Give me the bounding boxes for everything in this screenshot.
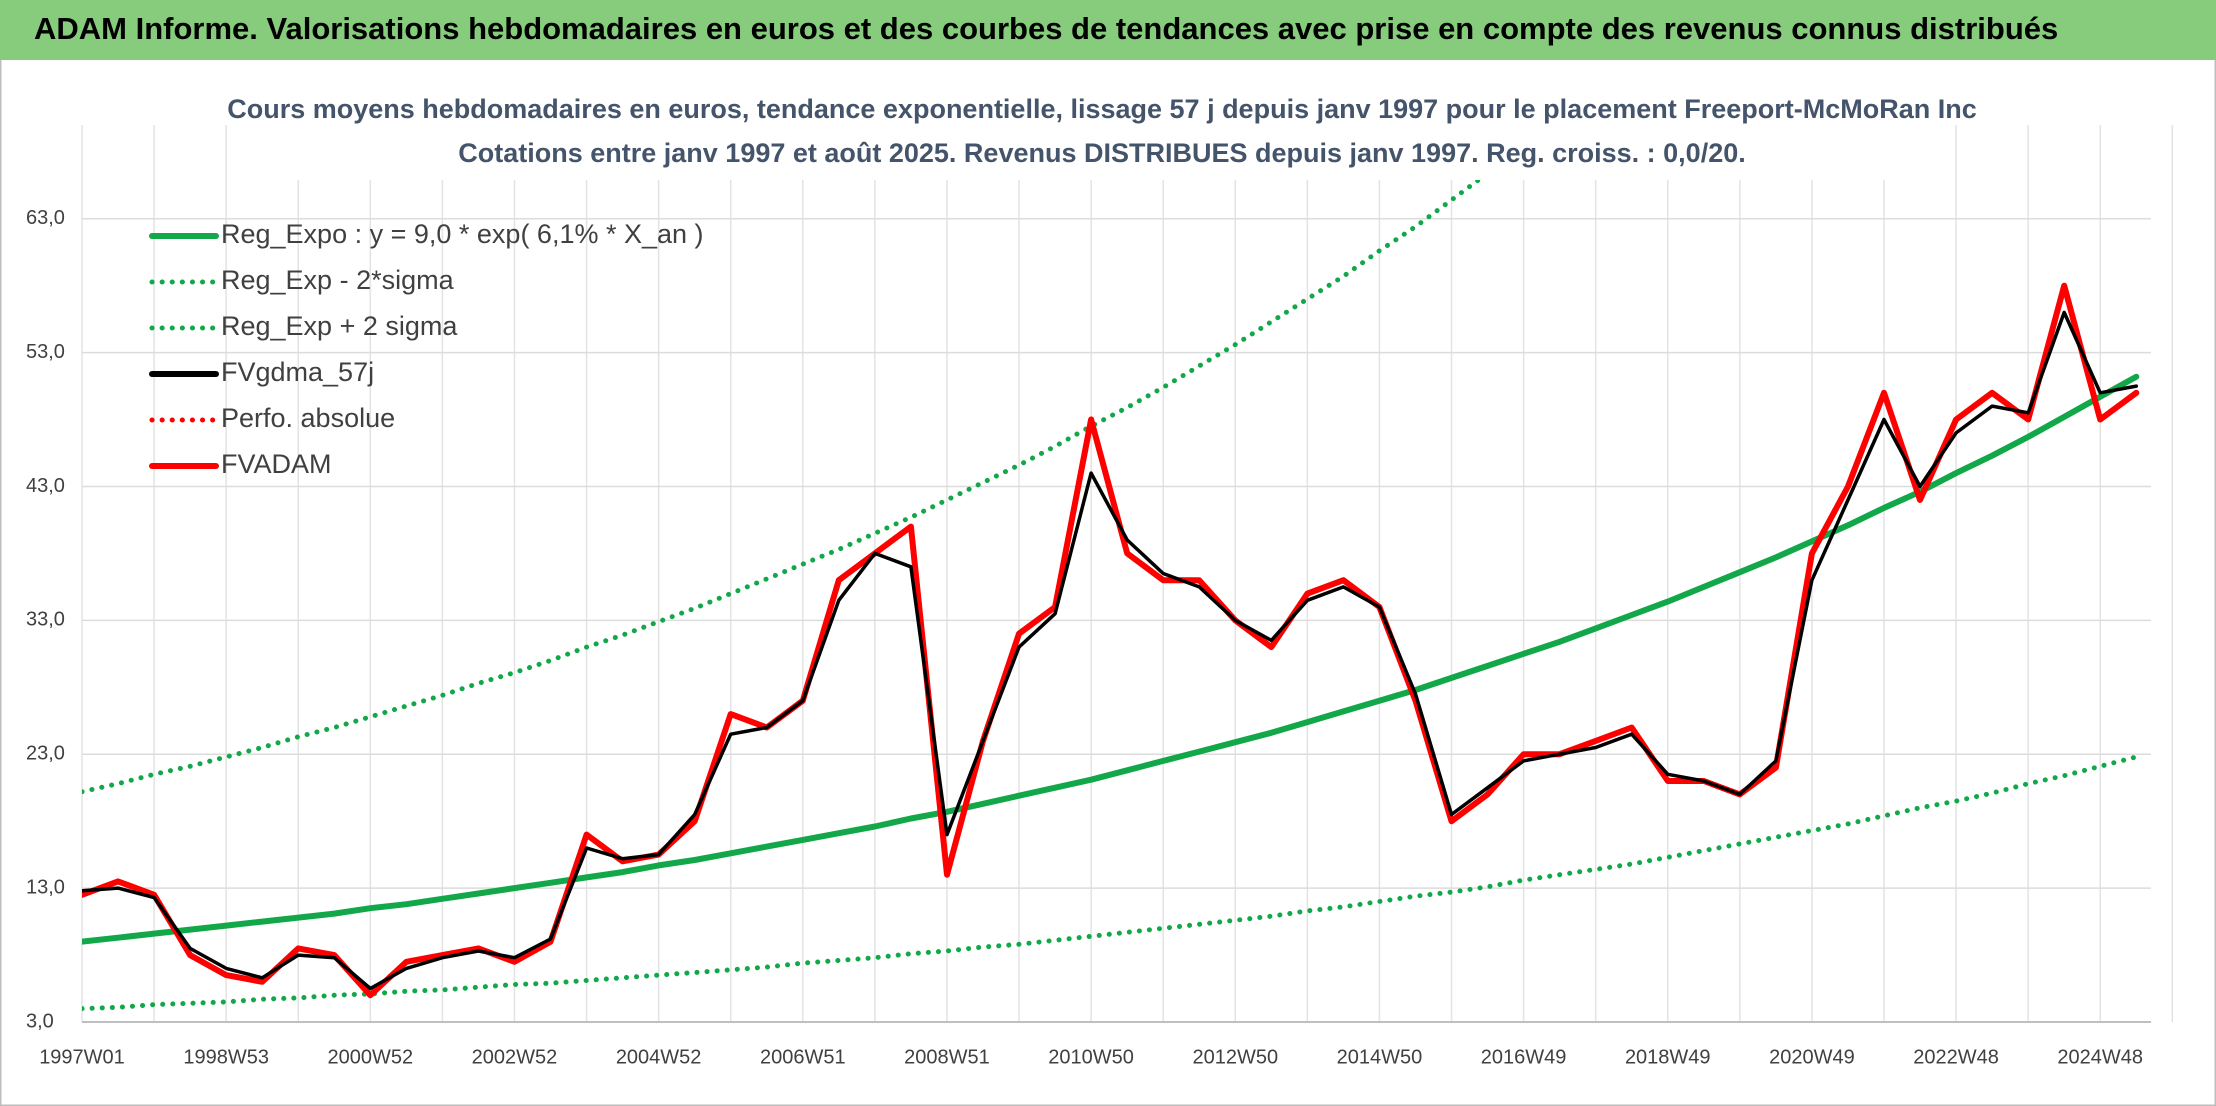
y-tick-label: 33,0 bbox=[26, 609, 65, 631]
header-title: ADAM Informe. Valorisations hebdomadaire… bbox=[34, 11, 2058, 46]
x-tick-label: 2008W51 bbox=[904, 1046, 990, 1068]
chart-subtitle: Cotations entre janv 1997 et août 2025. … bbox=[458, 138, 1745, 168]
x-tick-label: 1997W01 bbox=[39, 1046, 125, 1068]
y-tick-label: 23,0 bbox=[26, 743, 65, 765]
legend-label: FVADAM bbox=[221, 449, 332, 479]
header-bar bbox=[0, 0, 2216, 60]
series-line bbox=[82, 282, 2140, 999]
y-tick-label: 3,0 bbox=[26, 1010, 54, 1032]
x-tick-label: 2010W50 bbox=[1048, 1046, 1134, 1068]
legend-label: Reg_Expo : y = 9,0 * exp( 6,1% * X_an ) bbox=[221, 219, 704, 249]
series-line bbox=[82, 125, 1556, 795]
x-tick-label: 2018W49 bbox=[1625, 1046, 1711, 1068]
x-tick-label: 2000W52 bbox=[328, 1046, 414, 1068]
y-tick-label: 43,0 bbox=[26, 475, 65, 497]
x-tick-label: 2006W51 bbox=[760, 1046, 846, 1068]
y-tick-label: 63,0 bbox=[26, 207, 65, 229]
x-tick-label: 2012W50 bbox=[1192, 1046, 1278, 1068]
legend-label: Reg_Exp + 2 sigma bbox=[221, 311, 458, 341]
x-tick-label: 2016W49 bbox=[1481, 1046, 1567, 1068]
x-tick-label: 2022W48 bbox=[1913, 1046, 1999, 1068]
series-line bbox=[82, 310, 2139, 991]
title-background bbox=[280, 86, 1930, 180]
x-tick-label: 2002W52 bbox=[472, 1046, 558, 1068]
legend-label: Perfo. absolue bbox=[221, 403, 395, 433]
x-tick-label: 2020W49 bbox=[1769, 1046, 1855, 1068]
x-tick-label: 1998W53 bbox=[183, 1046, 269, 1068]
x-tick-label: 2014W50 bbox=[1337, 1046, 1423, 1068]
x-tick-label: 2004W52 bbox=[616, 1046, 702, 1068]
legend-label: FVgdma_57j bbox=[221, 357, 374, 387]
series-line bbox=[82, 754, 2139, 1012]
y-tick-label: 13,0 bbox=[26, 876, 65, 898]
y-tick-label: 53,0 bbox=[26, 341, 65, 363]
series-line bbox=[82, 373, 2140, 945]
x-tick-label: 2024W48 bbox=[2057, 1046, 2143, 1068]
chart-title: Cours moyens hebdomadaires en euros, ten… bbox=[227, 94, 1977, 124]
legend-label: Reg_Exp - 2*sigma bbox=[221, 265, 455, 295]
